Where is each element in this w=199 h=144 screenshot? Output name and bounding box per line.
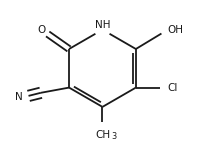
Text: NH: NH — [95, 20, 110, 30]
Text: Cl: Cl — [168, 83, 178, 93]
Text: N: N — [15, 92, 23, 102]
Text: CH: CH — [95, 130, 110, 140]
Text: O: O — [37, 25, 46, 35]
Text: 3: 3 — [111, 132, 116, 141]
Text: OH: OH — [168, 25, 184, 35]
